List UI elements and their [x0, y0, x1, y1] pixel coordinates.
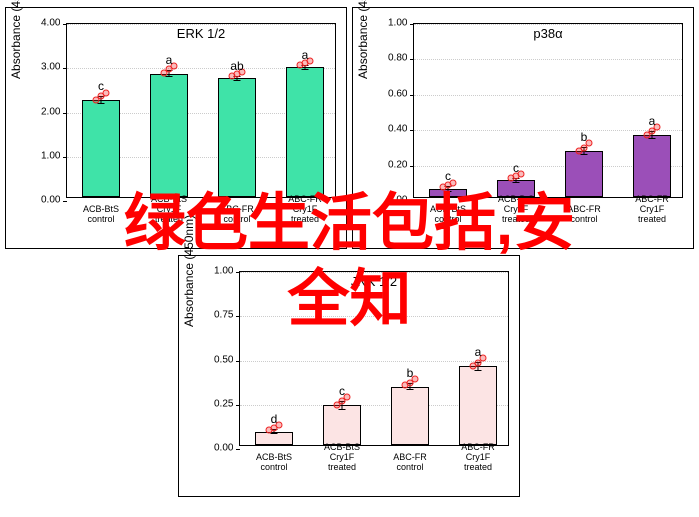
significance-letter: a [649, 114, 656, 128]
bar [459, 366, 496, 445]
significance-letter: a [475, 345, 482, 359]
y-axis-label: Absorbance (450nm) [182, 215, 196, 327]
significance-letter: b [581, 130, 588, 144]
y-tick-label: 0.25 [214, 398, 233, 409]
plot-area: JNK 1/2dACB-BtS controlcACB-BtS Cry1F tr… [239, 271, 509, 446]
significance-letter: c [98, 79, 104, 93]
y-tick-label: 0.40 [388, 124, 407, 135]
y-tick-label: 0.20 [388, 159, 407, 170]
y-tick-label: 2.00 [41, 106, 60, 117]
chart-title: ERK 1/2 [177, 26, 225, 41]
bar [150, 74, 187, 197]
x-tick-label: ACB-BtS Cry1F treated [324, 443, 360, 473]
significance-letter: d [271, 412, 278, 426]
x-tick-label: ACB-BtS control [83, 205, 119, 225]
x-tick-label: ABC-FR Cry1F treated [635, 195, 669, 225]
significance-letter: a [302, 48, 309, 62]
y-tick-label: 0.50 [214, 354, 233, 365]
significance-letter: ab [230, 59, 243, 73]
y-tick-label: 0.00 [214, 443, 233, 454]
plot-area: p38αcACB-BtS controlcACB-BtS Cry1F treat… [413, 23, 683, 198]
x-tick-label: ACB-BtS control [256, 453, 292, 473]
bar [286, 67, 323, 197]
chart-panel-jnk: Absorbance (450nm)JNK 1/2dACB-BtS contro… [178, 255, 520, 497]
bar [82, 100, 119, 197]
bar [565, 151, 602, 197]
y-tick-label: 4.00 [41, 18, 60, 29]
significance-letter: a [166, 53, 173, 67]
chart-panel-erk: Absorbance (450nm)ERK 1/2cACB-BtS contro… [5, 7, 347, 249]
x-tick-label: ACB-BtS control [430, 205, 466, 225]
y-tick-label: 0.00 [41, 195, 60, 206]
chart-panel-p38: Absorbance (450nm)p38αcACB-BtS controlcA… [352, 7, 694, 249]
y-axis-label: Absorbance (450nm) [9, 0, 23, 79]
x-tick-label: ABC-FR Cry1F treated [461, 443, 495, 473]
y-tick-label: 1.00 [388, 18, 407, 29]
bar [391, 387, 428, 445]
y-tick-label: 1.00 [41, 150, 60, 161]
plot-area: ERK 1/2cACB-BtS controlaACB-BtS Cry1F tr… [66, 23, 336, 198]
significance-letter: b [407, 366, 414, 380]
x-tick-label: ABC-FR control [220, 205, 254, 225]
y-tick-label: 0.75 [214, 310, 233, 321]
y-axis-label: Absorbance (450nm) [356, 0, 370, 79]
bar [633, 135, 670, 197]
x-tick-label: ABC-FR Cry1F treated [288, 195, 322, 225]
significance-letter: c [513, 161, 519, 175]
x-tick-label: ABC-FR control [393, 453, 427, 473]
x-tick-label: ABC-FR control [567, 205, 601, 225]
significance-letter: c [445, 169, 451, 183]
chart-title: JNK 1/2 [351, 274, 397, 289]
bar [218, 78, 255, 197]
y-tick-label: 0.80 [388, 53, 407, 64]
significance-letter: c [339, 384, 345, 398]
chart-title: p38α [533, 26, 562, 41]
x-tick-label: ACB-BtS Cry1F treated [498, 195, 534, 225]
y-tick-label: 0.00 [388, 195, 407, 206]
y-tick-label: 3.00 [41, 62, 60, 73]
y-tick-label: 1.00 [214, 266, 233, 277]
y-tick-label: 0.60 [388, 88, 407, 99]
bar [323, 405, 360, 445]
